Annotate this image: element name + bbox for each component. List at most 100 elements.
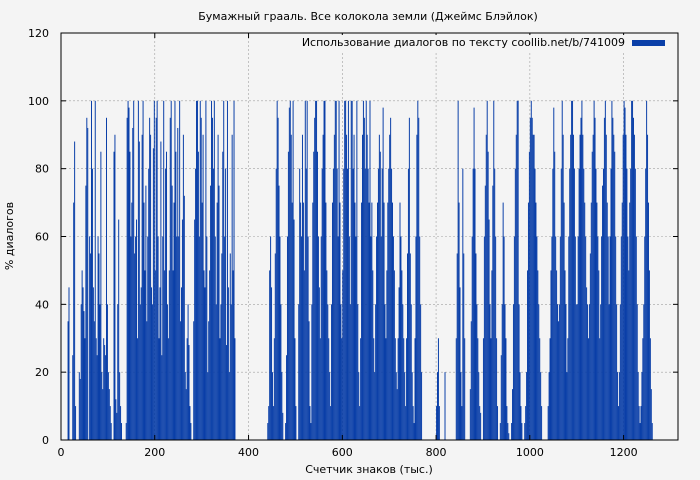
bar [227,287,229,440]
bar [157,236,159,440]
bar [90,253,92,440]
bar [556,270,558,440]
bar [119,372,121,440]
bar [74,141,76,441]
bar [569,168,571,440]
bar [579,134,581,440]
bar [493,100,495,440]
bar [608,304,610,440]
bar [318,287,320,440]
bar [135,236,137,440]
bar [302,202,304,440]
bar [359,406,361,440]
bar [333,134,335,440]
bar [126,117,128,441]
bar [137,100,139,440]
bar [336,168,338,440]
bar [234,338,236,440]
bar [474,168,476,440]
bar [83,311,85,440]
bar [387,202,389,440]
bar [578,168,580,440]
bar [594,117,596,441]
bar [529,117,531,441]
bar [563,202,565,440]
bar [214,236,216,440]
bar [328,338,330,440]
bar [558,304,560,440]
bar [614,151,616,441]
bar [188,345,190,440]
bar [160,141,162,441]
bar [620,236,622,440]
bar [617,372,619,440]
bar [166,304,168,440]
bar [638,406,640,440]
bar [171,185,173,440]
bar [203,270,205,440]
bar [464,338,466,440]
bar [287,151,289,441]
y-tick-label: 20 [35,366,49,379]
x-tick-label: 200 [144,446,165,459]
bar [495,236,497,440]
y-tick-label: 0 [42,434,49,447]
bar [500,355,502,440]
bar [484,185,486,440]
bar [538,304,540,440]
bar [182,134,184,440]
bar [308,321,310,440]
bar [601,236,603,440]
bar [223,100,225,440]
bar [520,406,522,440]
bar [491,270,493,440]
bar [591,151,593,441]
bar [128,107,130,440]
bar [358,372,360,440]
bar [180,321,182,440]
bar [105,355,107,440]
bar [345,100,347,440]
bar [650,389,652,440]
bar [276,100,278,440]
bar [309,406,311,440]
bar [348,236,350,440]
legend-swatch [632,40,665,46]
bar [141,134,143,440]
bar [616,304,618,440]
bar [226,100,228,440]
bar [394,338,396,440]
bar [96,355,98,440]
bar [559,236,561,440]
bar [224,236,226,440]
bar [161,355,163,440]
bar [271,287,273,440]
bar [347,100,349,440]
bar [483,236,485,440]
bar [121,423,122,440]
bar [507,423,509,440]
bar [231,134,233,440]
x-tick-label: 1000 [516,446,544,459]
bar [107,372,109,440]
bar [580,117,582,441]
bar [370,236,372,440]
bar [285,423,287,440]
bar [357,304,359,440]
bar [167,338,169,440]
bar [438,406,440,440]
bar [485,134,487,440]
bar [140,287,142,440]
bar [120,406,122,440]
bar [179,100,181,440]
bar [587,304,589,440]
bar [477,338,479,440]
bar [554,151,556,441]
bar [502,202,504,440]
bar [411,372,413,440]
bar [139,304,141,440]
bar [405,406,407,440]
bar [218,185,220,440]
bar [151,304,153,440]
bar [196,100,198,440]
